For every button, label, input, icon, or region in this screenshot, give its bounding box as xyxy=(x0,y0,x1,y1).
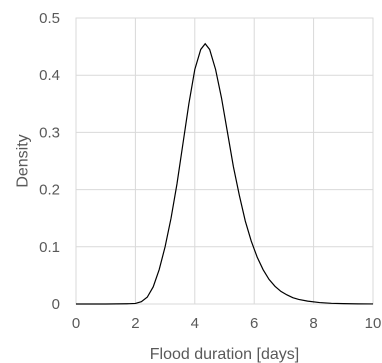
density-curve xyxy=(76,42,374,305)
y-tick-labels: 0 0.1 0.2 0.3 0.4 0.5 xyxy=(39,10,60,313)
y-tick-label: 0.3 xyxy=(39,124,60,141)
y-axis-title: Density xyxy=(15,134,32,187)
y-tick-label: 0 xyxy=(52,296,60,313)
x-tick-labels: 0 2 4 6 8 10 xyxy=(72,315,382,332)
x-axis-title: Flood duration [days] xyxy=(150,346,299,363)
x-tick-label: 10 xyxy=(365,315,382,332)
x-tick-label: 4 xyxy=(191,315,199,332)
plot-frame xyxy=(75,17,374,305)
x-tick-label: 2 xyxy=(131,315,139,332)
x-tick-label: 0 xyxy=(72,315,80,332)
x-tick-label: 8 xyxy=(309,315,317,332)
y-tick-label: 0.1 xyxy=(39,239,60,256)
y-tick-label: 0.2 xyxy=(39,182,60,199)
y-tick-label: 0.4 xyxy=(39,67,60,84)
gridlines xyxy=(75,17,374,305)
y-tick-label: 0.5 xyxy=(39,10,60,27)
x-tick-label: 6 xyxy=(250,315,258,332)
